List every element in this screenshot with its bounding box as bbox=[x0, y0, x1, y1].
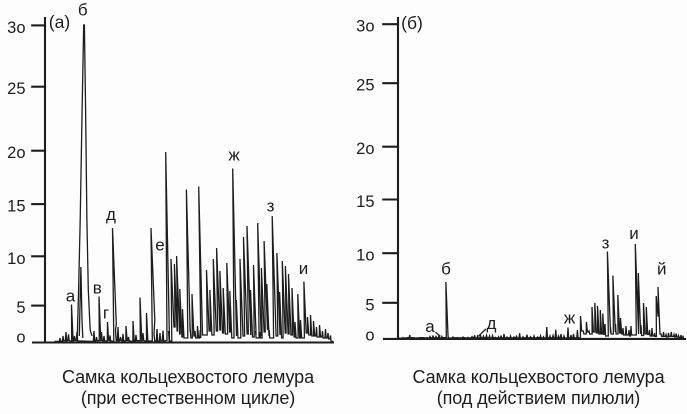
svg-text:25: 25 bbox=[356, 77, 374, 95]
svg-text:1o: 1o bbox=[7, 250, 25, 268]
svg-text:з: з bbox=[267, 197, 275, 216]
svg-text:и: и bbox=[629, 224, 639, 243]
svg-text:ж: ж bbox=[564, 309, 576, 328]
svg-text:2o: 2o bbox=[356, 140, 374, 158]
svg-text:б: б bbox=[441, 260, 451, 279]
svg-text:з: з bbox=[602, 234, 610, 253]
svg-text:й: й bbox=[657, 260, 667, 279]
svg-text:(б): (б) bbox=[401, 13, 423, 33]
svg-text:3o: 3o bbox=[7, 19, 25, 37]
svg-text:в: в bbox=[93, 279, 102, 298]
svg-text:г: г bbox=[103, 304, 109, 323]
svg-text:д: д bbox=[106, 205, 116, 224]
svg-text:5: 5 bbox=[16, 299, 25, 317]
svg-text:o: o bbox=[16, 328, 25, 346]
svg-text:o: o bbox=[365, 326, 374, 344]
svg-text:2o: 2o bbox=[7, 144, 25, 162]
svg-text:д: д bbox=[487, 314, 497, 333]
svg-text:3o: 3o bbox=[356, 18, 374, 36]
svg-text:1o: 1o bbox=[356, 247, 374, 265]
svg-text:15: 15 bbox=[7, 198, 25, 216]
svg-text:ж: ж bbox=[228, 146, 240, 165]
svg-text:15: 15 bbox=[356, 193, 374, 211]
svg-text:(а): (а) bbox=[49, 12, 70, 32]
svg-text:25: 25 bbox=[7, 80, 25, 98]
svg-text:5: 5 bbox=[365, 296, 374, 314]
svg-text:е: е bbox=[155, 236, 164, 255]
svg-text:а: а bbox=[425, 317, 435, 336]
svg-text:и: и bbox=[299, 259, 309, 278]
svg-text:б: б bbox=[78, 1, 88, 20]
svg-text:а: а bbox=[66, 287, 76, 306]
